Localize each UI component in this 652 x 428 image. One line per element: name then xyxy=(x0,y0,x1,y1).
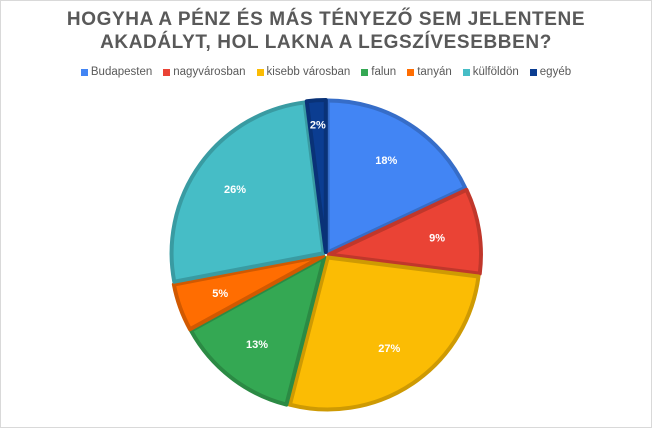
legend-swatch xyxy=(529,68,537,76)
legend-item: Budapesten xyxy=(80,66,153,78)
legend-swatch xyxy=(361,68,369,76)
legend-swatch xyxy=(407,68,415,76)
legend-item: kisebb városban xyxy=(256,66,351,78)
legend-item: külföldön xyxy=(462,66,519,78)
slice-data-label: 27% xyxy=(378,343,400,355)
legend-label: külföldön xyxy=(472,66,519,78)
legend-label: nagyvárosban xyxy=(173,66,246,78)
slice-data-label: 13% xyxy=(246,339,268,351)
slice-data-label: 26% xyxy=(224,184,246,196)
legend-item: nagyvárosban xyxy=(163,66,246,78)
chart-legend: Budapesten nagyvárosban kisebb városban fal… xyxy=(0,66,652,78)
legend-item: falun xyxy=(361,66,396,78)
legend-label: Budapesten xyxy=(90,66,153,78)
pie-slice xyxy=(325,98,468,255)
pie-slice xyxy=(287,255,481,412)
legend-label: falun xyxy=(371,66,397,78)
pie-slice xyxy=(304,98,328,255)
chart-title-line-1: HOGYHA A PÉNZ ÉS MÁS TÉNYEZŐ SEM JELENTE… xyxy=(66,9,586,30)
slice-data-label: 18% xyxy=(375,155,397,167)
pie-slice xyxy=(188,255,327,407)
legend-swatch xyxy=(80,68,88,76)
legend-label: kisebb városban xyxy=(266,66,351,78)
legend-label: egyéb xyxy=(539,66,572,78)
legend-item: tanyán xyxy=(407,66,452,78)
legend-swatch xyxy=(256,68,264,76)
slice-data-label: 2% xyxy=(310,120,326,132)
slice-data-label: 5% xyxy=(212,288,228,300)
legend-swatch xyxy=(163,68,171,76)
pie-slice xyxy=(171,254,326,332)
pie-slice xyxy=(326,187,483,276)
slice-data-label: 9% xyxy=(429,232,445,244)
chart-title: HOGYHA A PÉNZ ÉS MÁS TÉNYEZŐ SEM JELENTE… xyxy=(0,8,652,54)
legend-swatch xyxy=(462,68,470,76)
legend-label: tanyán xyxy=(417,66,452,78)
legend-item: egyéb xyxy=(529,66,572,78)
pie-slice xyxy=(169,100,326,284)
chart-title-line-2: AKADÁLYT, HOL LAKNA A LEGSZÍVESEBBEN? xyxy=(100,32,552,53)
